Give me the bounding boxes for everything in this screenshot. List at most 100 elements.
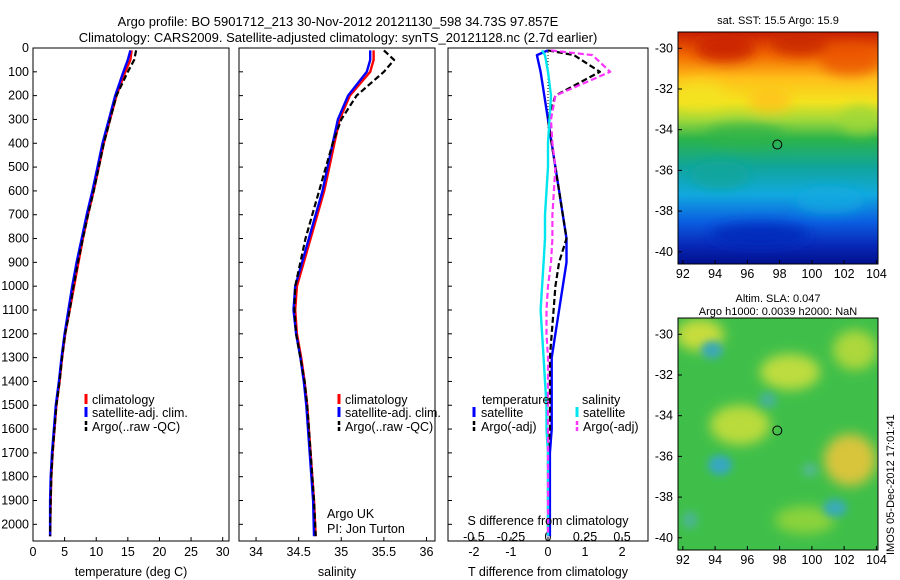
legend-header-temperature: temperature (482, 393, 549, 407)
series-line-t-satellite (535, 49, 568, 537)
salinity-difference-tick-label: 0.25 (573, 530, 597, 544)
temperature-axes-box (32, 47, 230, 542)
series-line-climatology (48, 50, 133, 537)
temperature-x-tick-label: 0 (30, 545, 37, 559)
temperature-difference-x-tick-label: 0 (545, 545, 552, 559)
salinity-difference-tick-label: 0 (545, 530, 552, 544)
map-y-tick-label: -36 (655, 163, 673, 177)
depth-tick-label: 300 (8, 112, 29, 126)
series-line-s-argo-adj- (545, 49, 612, 537)
argo-location-marker (772, 425, 783, 436)
depth-tick-label: 1700 (1, 446, 29, 460)
temperature-x-tick-label: 20 (152, 545, 166, 559)
s-difference-label: S difference from climatology (468, 514, 630, 528)
depth-tick-label: 1900 (1, 494, 29, 508)
difference-panel: -2 -1 0 1 2 -0.5 -0.25 0 0.25 0.5 S difference fr… (447, 47, 649, 579)
temperature-x-label: temperature (deg C) (75, 565, 188, 579)
map-x-tick-label: 94 (708, 553, 722, 567)
salinity-y-ticks (239, 47, 243, 525)
salinity-x-tick-label: 36 (420, 545, 434, 559)
temperature-panel: 0100200300400500600700800900100011001200… (1, 41, 229, 579)
depth-tick-label: 800 (8, 232, 29, 246)
temperature-difference-x-tick-label: 2 (619, 545, 626, 559)
map-y-tick-label: -38 (655, 204, 673, 218)
depth-tick-label: 1200 (1, 327, 29, 341)
temperature-series (48, 50, 138, 537)
difference-legend: temperature satellite Argo(-adj) salinit… (472, 393, 639, 434)
depth-tick-label: 1300 (1, 351, 29, 365)
salinity-x-ticks: 34 34.5 35 35.5 36 (249, 537, 433, 559)
sla-field (678, 318, 878, 550)
figure-title-line1: Argo profile: BO 5901712_213 30-Nov-2012… (118, 14, 559, 29)
annotation-argo-uk: Argo UK (327, 507, 375, 521)
map-x-tick-label: 92 (676, 553, 690, 567)
salinity-difference-tick-label: -0.5 (463, 530, 485, 544)
t-difference-label: T difference from climatology (468, 565, 629, 579)
legend-label-s-satellite: satellite (583, 406, 625, 420)
depth-tick-label: 100 (8, 65, 29, 79)
temperature-x-tick-label: 10 (89, 545, 103, 559)
map-x-tick-label: 96 (740, 553, 754, 567)
temperature-difference-x-tick-label: -1 (505, 545, 516, 559)
salinity-x-label: salinity (318, 565, 357, 579)
depth-tick-label: 700 (8, 208, 29, 222)
depth-tick-label: 1500 (1, 398, 29, 412)
legend-label-t-satellite: satellite (481, 406, 523, 420)
difference-y-ticks (448, 47, 452, 525)
series-line-argo-raw-qc- (49, 50, 138, 537)
legend-label-argo: Argo(..raw -QC) (92, 420, 180, 434)
depth-tick-label: 0 (22, 41, 29, 55)
salinity-x-tick-label: 34.5 (286, 545, 310, 559)
temperature-x-tick-label: 25 (184, 545, 198, 559)
sst-map-y-ticks: -30 -32 -34 -36 -38 -40 (655, 41, 682, 259)
imos-timestamp: IMOS 05-Dec-2012 17:01:41 (885, 414, 897, 555)
depth-tick-label: 1800 (1, 470, 29, 484)
map-y-tick-label: -30 (655, 41, 673, 55)
depth-tick-label: 900 (8, 255, 29, 269)
sst-map: sat. SST: 15.5 Argo: 15.9 -30-32-34-36-3… (655, 15, 887, 281)
map-x-tick-label: 98 (773, 553, 787, 567)
map-x-tick-label: 94 (708, 267, 722, 281)
difference-x-ticks: -2 -1 0 1 2 -0.5 -0.25 0 0.25 0.5 (463, 530, 631, 559)
depth-tick-label: 400 (8, 136, 29, 150)
temperature-difference-x-tick-label: 1 (582, 545, 589, 559)
map-y-tick-label: -40 (655, 531, 673, 545)
depth-tick-label: 1100 (2, 303, 29, 317)
map-y-tick-label: -30 (655, 327, 673, 341)
depth-tick-label: 1000 (1, 279, 29, 293)
temperature-x-tick-label: 15 (121, 545, 135, 559)
figure-title-line2: Climatology: CARS2009. Satellite-adjuste… (79, 30, 598, 45)
salinity-series (292, 49, 396, 537)
temperature-legend: climatology satellite-adj. clim. Argo(..… (84, 393, 188, 434)
map-y-tick-label: -32 (655, 82, 673, 96)
sla-map-title: Altim. SLA: 0.047 (736, 293, 821, 305)
map-y-tick-label: -40 (655, 245, 673, 259)
legend-label-s-argo: Argo(-adj) (583, 420, 639, 434)
map-x-tick-label: 100 (801, 553, 822, 567)
legend-label-t-argo: Argo(-adj) (481, 420, 537, 434)
sla-map: Altim. SLA: 0.047 Argo h1000: 0.0039 h20… (655, 293, 887, 567)
salinity-difference-tick-label: 0.5 (613, 530, 630, 544)
sla-map-subtitle: Argo h1000: 0.0039 h2000: NaN (699, 306, 857, 318)
map-x-tick-label: 104 (866, 267, 887, 281)
map-x-tick-label: 96 (740, 267, 754, 281)
series-line-s-satellite (539, 49, 553, 537)
sst-map-x-ticks: 92 94 96 98 100 102 104 (676, 260, 887, 281)
map-y-tick-label: -38 (655, 490, 673, 504)
depth-tick-label: 1400 (1, 374, 29, 388)
map-y-tick-label: -36 (655, 449, 673, 463)
map-y-tick-label: -34 (655, 409, 673, 423)
sla-map-frame (677, 317, 879, 551)
map-y-tick-label: -34 (655, 123, 673, 137)
sla-map-x-ticks: 92 94 96 98 100 102 104 (676, 546, 887, 567)
depth-tick-label: 600 (8, 184, 29, 198)
sla-map-y-ticks: -30 -32 -34 -36 -38 -40 (655, 327, 682, 545)
salinity-x-tick-label: 35.5 (372, 545, 396, 559)
sst-map-title: sat. SST: 15.5 Argo: 15.9 (717, 15, 839, 27)
legend-label-climatology: climatology (92, 393, 155, 407)
salinity-axes-box (238, 47, 436, 542)
map-x-tick-label: 102 (834, 267, 855, 281)
legend-label-climatology: climatology (345, 393, 408, 407)
depth-tick-label: 1600 (1, 422, 29, 436)
